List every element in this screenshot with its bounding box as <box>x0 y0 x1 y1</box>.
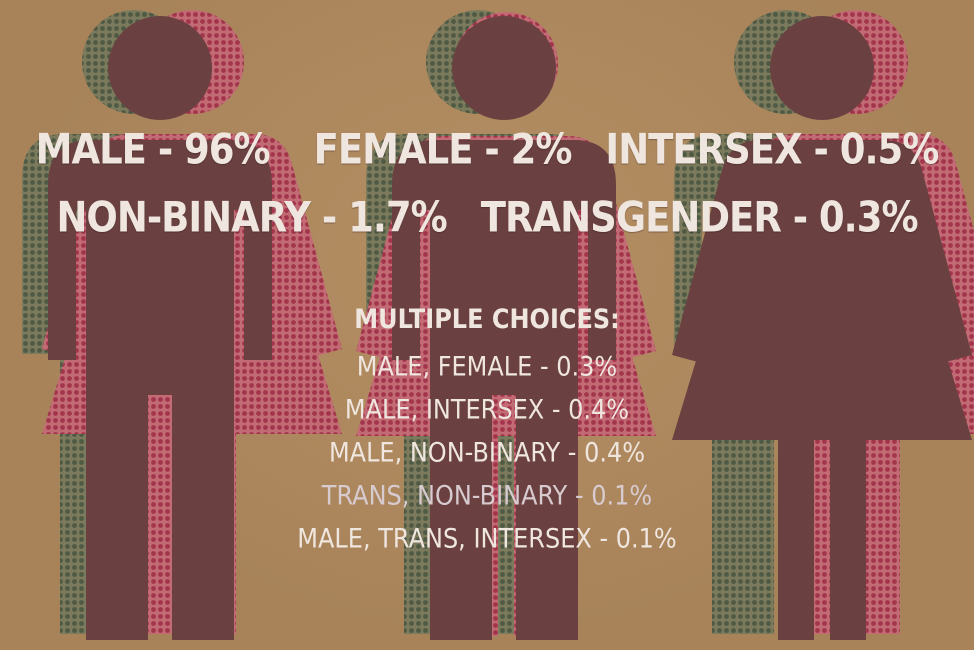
stat-non-binary: NON-BINARY - 1.7% <box>56 193 447 242</box>
stats-row-1: MALE - 96% FEMALE - 2% INTERSEX - 0.5% <box>0 125 974 173</box>
list-item: MALE, NON-BINARY - 0.4% <box>328 437 646 468</box>
stat-intersex: INTERSEX - 0.5% <box>605 125 939 174</box>
stat-transgender: TRANSGENDER - 0.3% <box>480 193 919 242</box>
stat-female: FEMALE - 2% <box>313 125 573 174</box>
list-item: MALE, INTERSEX - 0.4% <box>344 394 630 425</box>
multiple-choices-heading: MULTIPLE CHOICES: <box>354 303 620 335</box>
stats-row-2: NON-BINARY - 1.7% TRANSGENDER - 0.3% <box>0 193 974 241</box>
list-item: MALE, FEMALE - 0.3% <box>356 351 618 382</box>
list-item: TRANS, NON-BINARY - 0.1% <box>321 480 653 511</box>
stat-male: MALE - 96% <box>35 125 271 174</box>
multiple-choices-list: MALE, FEMALE - 0.3% MALE, INTERSEX - 0.4… <box>0 350 974 565</box>
list-item: MALE, TRANS, INTERSEX - 0.1% <box>297 523 677 554</box>
